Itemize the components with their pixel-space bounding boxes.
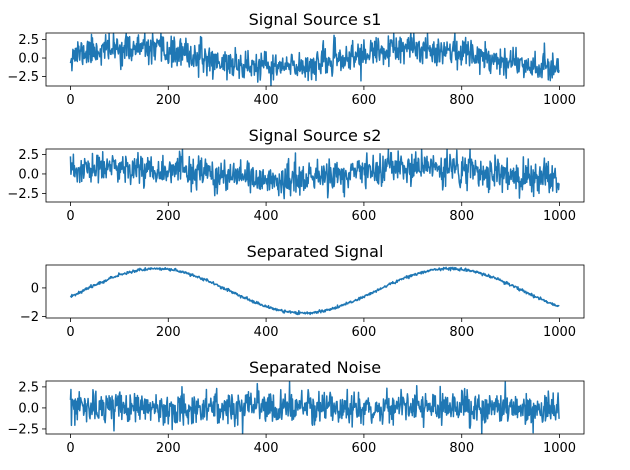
- x-tick-label: 0: [66, 93, 74, 108]
- y-tick-label: 0.0: [18, 167, 39, 182]
- axes-frame: [45, 264, 585, 319]
- x-tick-label: 200: [156, 325, 181, 340]
- x-tick-label: 400: [254, 441, 279, 456]
- y-tick-label: −2.5: [7, 70, 39, 85]
- y-tick-label: −2: [20, 310, 39, 325]
- series-line: [69, 381, 560, 435]
- subplot-4: Separated Noise 0 200 400 600 800 1000 −2.5 0.0 2…: [7, 358, 585, 456]
- x-tick-label: 400: [254, 209, 279, 224]
- x-tick-label: 1000: [543, 325, 576, 340]
- x-tick-label: 800: [449, 209, 474, 224]
- x-tick-label: 0: [66, 325, 74, 340]
- y-tick-label: −2.5: [7, 187, 39, 202]
- x-tick-label: 0: [66, 441, 74, 456]
- x-tick-label: 800: [449, 93, 474, 108]
- x-tick-label: 1000: [543, 209, 576, 224]
- x-tick-label: 600: [351, 93, 376, 108]
- y-tick-label: −2.5: [7, 422, 39, 437]
- x-tick-label: 600: [351, 209, 376, 224]
- subplot-panels: Signal Source s1 0 200 400 600 800 1000 −2.5 0.0…: [7, 10, 585, 456]
- x-tick-label: 0: [66, 209, 74, 224]
- subplot-title: Signal Source s2: [249, 126, 382, 145]
- x-tick-label: 200: [156, 441, 181, 456]
- subplot-title: Signal Source s1: [249, 10, 382, 29]
- y-tick-label: 0: [31, 281, 39, 296]
- x-tick-label: 600: [351, 325, 376, 340]
- x-tick-label: 1000: [543, 93, 576, 108]
- axes-frame: [45, 32, 585, 87]
- x-tick-label: 200: [156, 93, 181, 108]
- x-tick-label: 1000: [543, 441, 576, 456]
- subplot-1: Signal Source s1 0 200 400 600 800 1000 −2.5 0.0…: [7, 10, 585, 108]
- subplot-2: Signal Source s2 0 200 400 600 800 1000 −2.5 0.0…: [7, 126, 585, 224]
- y-tick-label: 2.5: [18, 148, 39, 163]
- subplot-3: Separated Signal 0 200 400 600 800 1000 −2 0: [20, 242, 585, 340]
- x-tick-label: 200: [156, 209, 181, 224]
- y-tick-label: 2.5: [18, 380, 39, 395]
- x-tick-label: 800: [449, 441, 474, 456]
- axes-frame: [45, 148, 585, 203]
- x-tick-label: 800: [449, 325, 474, 340]
- y-tick-label: 2.5: [18, 33, 39, 48]
- x-tick-label: 600: [351, 441, 376, 456]
- axes-frame: [45, 380, 585, 435]
- y-tick-label: 0.0: [18, 52, 39, 67]
- subplot-title: Separated Noise: [249, 358, 381, 377]
- series-line: [69, 266, 560, 316]
- subplot-title: Separated Signal: [247, 242, 384, 261]
- series-line: [69, 148, 560, 200]
- series-line: [69, 32, 560, 87]
- x-tick-label: 400: [254, 325, 279, 340]
- x-tick-label: 400: [254, 93, 279, 108]
- y-tick-label: 0.0: [18, 401, 39, 416]
